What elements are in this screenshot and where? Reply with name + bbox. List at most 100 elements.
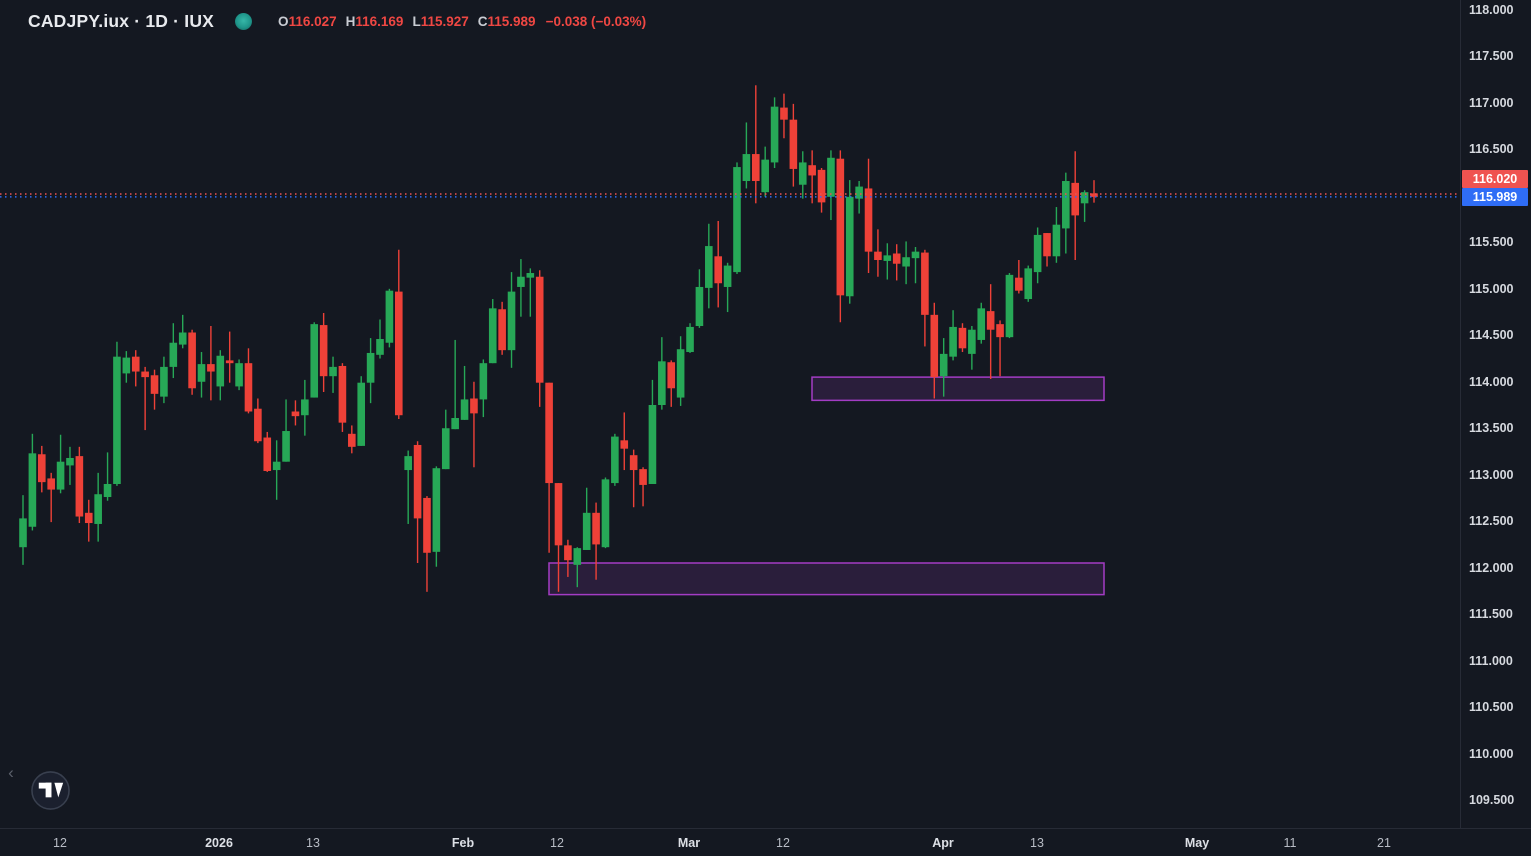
price-tick-label: 113.000 [1469, 467, 1514, 482]
candle-body [47, 478, 55, 490]
time-tick-label: May [1184, 836, 1210, 850]
candle-body [432, 468, 441, 552]
high-label: H [345, 14, 356, 29]
collapse-chevron-icon[interactable]: ‹ [8, 763, 14, 782]
time-tick-label: Apr [932, 836, 954, 850]
candle-body [301, 399, 309, 416]
candle-body [723, 265, 732, 287]
price-tick-label: 115.500 [1469, 235, 1514, 250]
candle-body [629, 455, 638, 471]
candle-body [1033, 234, 1042, 273]
time-tick-label: 2026 [205, 836, 233, 850]
candle-body [535, 276, 544, 383]
candle-body [770, 106, 779, 163]
candle-body [798, 162, 807, 185]
candle-body [488, 308, 497, 364]
candle-body [84, 512, 93, 524]
change-value: −0.038 (−0.03%) [545, 14, 647, 29]
candle-body [479, 363, 488, 400]
tradingview-logo-icon[interactable] [30, 770, 71, 811]
candle-body [404, 456, 412, 471]
candle-body [564, 545, 572, 561]
candle-body [75, 456, 84, 517]
candle-body [254, 408, 262, 442]
close-value: 115.989 [487, 14, 536, 29]
open-label: O [278, 14, 289, 29]
price-tick-label: 112.500 [1469, 514, 1514, 529]
candle-body [470, 398, 478, 414]
candle-body [714, 256, 723, 284]
price-tick-label: 114.000 [1469, 374, 1514, 389]
candle-body [996, 324, 1004, 338]
candle-body [517, 276, 525, 287]
candle-body [225, 360, 234, 364]
candle-body [28, 453, 37, 527]
candle-body [310, 324, 319, 398]
time-tick-label: 12 [776, 836, 790, 850]
candle-body [141, 371, 149, 378]
time-tick-label: 13 [1030, 836, 1044, 850]
candle-body [1015, 277, 1023, 291]
close-label: C [477, 14, 488, 29]
candle-body [836, 158, 845, 296]
time-axis[interactable]: 12 2026 13 Feb 12 Mar 12 Apr 13 May 11 21 [0, 828, 1531, 856]
price-tick-label: 111.500 [1469, 607, 1513, 622]
candle-body [592, 512, 600, 545]
candle-body [122, 357, 131, 374]
candle-body [207, 364, 215, 372]
candle-body [131, 356, 140, 372]
candle-body [761, 159, 769, 193]
time-tick-label: Feb [451, 836, 475, 850]
candle-body [855, 186, 863, 199]
candle-body [1024, 268, 1033, 300]
candle-body [188, 332, 196, 389]
candle-body [329, 366, 337, 377]
candle-body [695, 286, 704, 326]
price-tick-label: 115.000 [1469, 281, 1514, 296]
candle-body [1052, 224, 1061, 257]
market-status-icon[interactable] [235, 13, 253, 30]
price-tick-label: 117.500 [1469, 49, 1514, 64]
candle-body [357, 382, 366, 446]
open-value: 116.027 [288, 14, 337, 29]
candle-body [66, 457, 74, 466]
price-tick-label: 113.500 [1469, 421, 1514, 436]
candle-body [582, 512, 591, 550]
candle-body [611, 436, 619, 484]
candle-body [874, 251, 882, 261]
candle-body [864, 188, 873, 252]
candle-body [113, 356, 121, 484]
chart-canvas[interactable]: CADJPY.iux · 1D · IUX O116.027 H116.169 L1… [0, 0, 1460, 828]
symbol-title[interactable]: CADJPY.iux · 1D · IUX [28, 11, 215, 31]
demand-zone-lower[interactable] [548, 562, 1105, 596]
candle-body [902, 257, 910, 267]
candle-body [423, 497, 431, 553]
candle-body [338, 365, 347, 423]
candle-body [160, 366, 168, 397]
price-axis[interactable]: 116.020 115.989 118.000 117.500 117.000 116… [1460, 0, 1531, 828]
candle-body [789, 119, 798, 169]
time-tick-label: 12 [53, 836, 67, 850]
candle-body [986, 311, 995, 330]
candle-body [883, 255, 892, 261]
candle-body [742, 154, 751, 182]
candle-body [601, 479, 610, 548]
candle-body [1071, 182, 1080, 216]
candle-body [892, 253, 901, 264]
low-value: 115.927 [420, 14, 469, 29]
price-tick-label: 112.000 [1469, 560, 1514, 575]
candle-body [930, 314, 939, 378]
candle-body [507, 291, 516, 351]
candle-body [658, 361, 666, 405]
candle-body [197, 364, 206, 382]
candle-body [385, 290, 394, 343]
price-tick-label: 116.500 [1469, 142, 1514, 157]
candle-body [1005, 274, 1014, 338]
demand-zone-upper[interactable] [811, 376, 1105, 402]
candle-body [751, 154, 760, 182]
candle-body [1043, 233, 1051, 257]
candle-body [1062, 181, 1070, 229]
candle-body [911, 251, 920, 259]
candle-body [216, 355, 225, 387]
